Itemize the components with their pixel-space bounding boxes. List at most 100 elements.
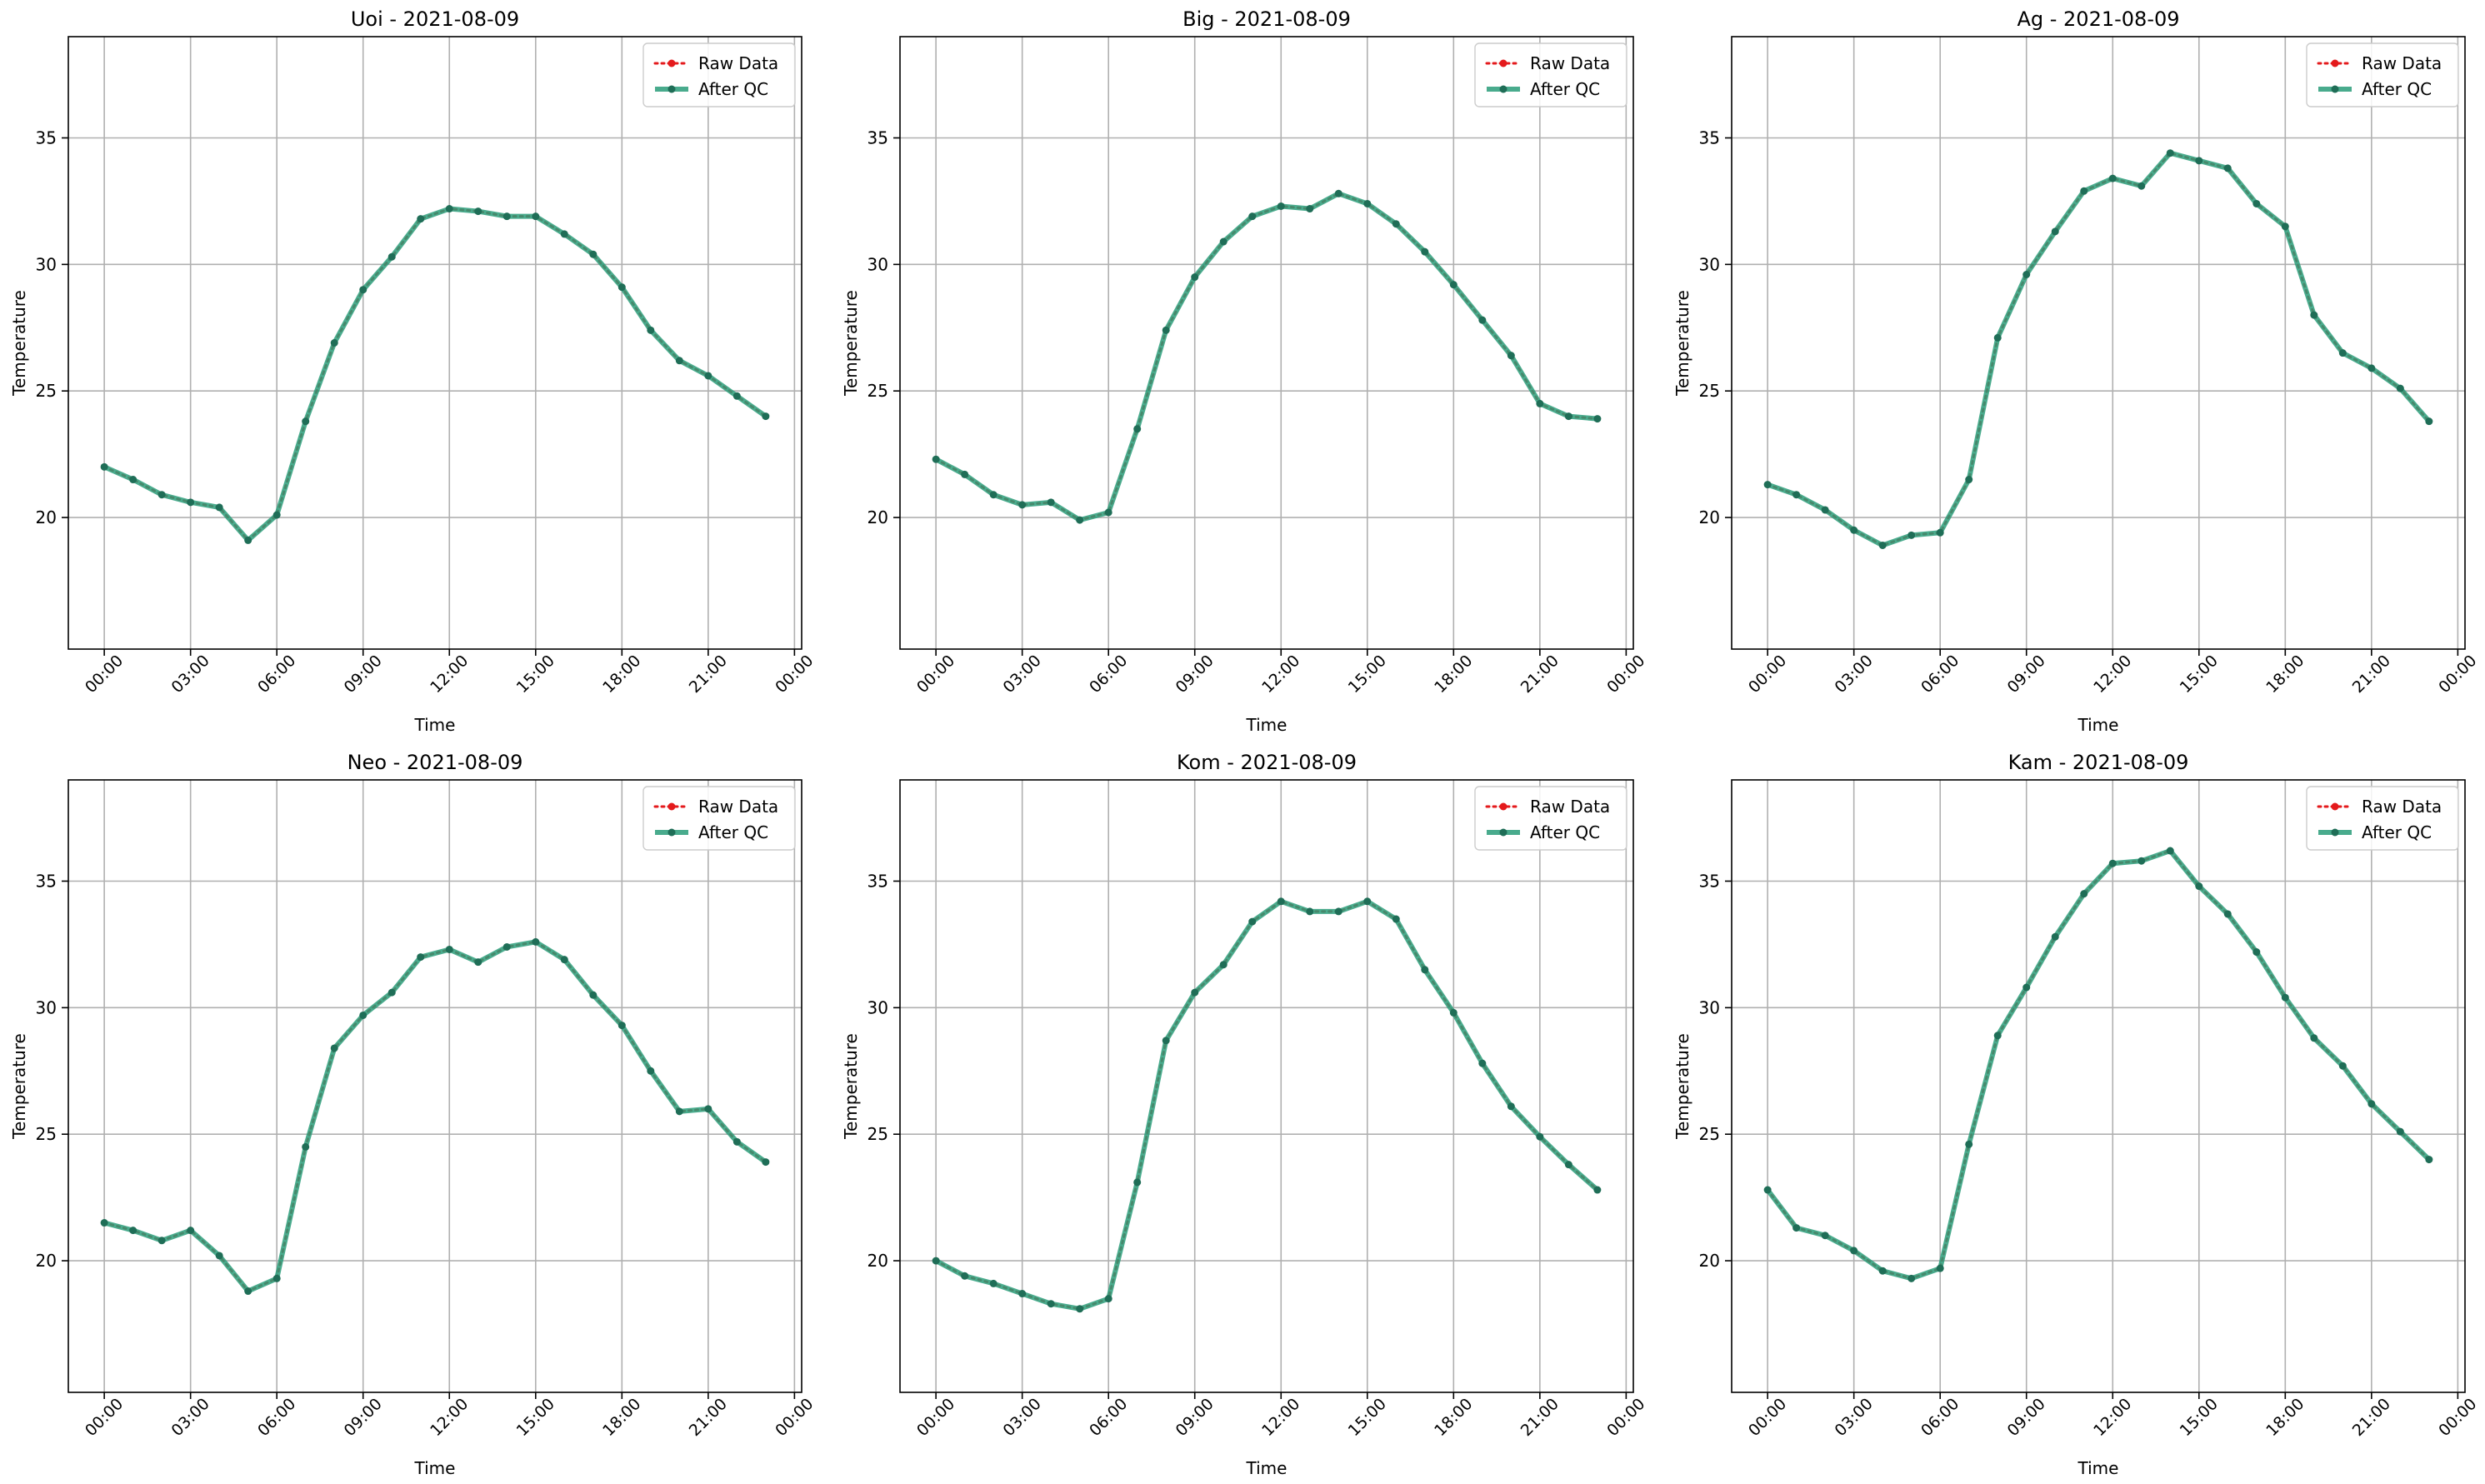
after-qc-point bbox=[100, 462, 108, 471]
after-qc-point bbox=[2338, 349, 2347, 357]
after-qc-point bbox=[961, 1272, 969, 1280]
after-qc-line bbox=[102, 206, 768, 543]
x-axis-label: Time bbox=[2078, 715, 2119, 735]
after-qc-point bbox=[1878, 1267, 1887, 1275]
chart-panel: 00:00 03:00 06:00 09:00 12:00 15:00 18:00 21:00… bbox=[9, 751, 818, 1478]
series-raw-data bbox=[932, 898, 1601, 1312]
after-qc-point bbox=[502, 942, 511, 951]
after-qc-point bbox=[1449, 1008, 1458, 1017]
after-qc-point bbox=[1047, 498, 1055, 507]
legend: Raw Data After QC bbox=[1474, 786, 1628, 851]
y-tick-label: 25 bbox=[1699, 1124, 1720, 1144]
after-qc-point bbox=[932, 455, 940, 463]
after-qc-point bbox=[2138, 857, 2146, 865]
y-tick-label: 35 bbox=[868, 871, 888, 891]
after-qc-point bbox=[618, 1022, 626, 1030]
after-qc-point bbox=[589, 991, 598, 999]
after-qc-point bbox=[1248, 917, 1257, 926]
after-qc-point bbox=[2368, 364, 2376, 372]
after-qc-point bbox=[1536, 399, 1544, 407]
x-tick-label: 06:00 bbox=[254, 1395, 299, 1440]
legend: Raw Data After QC bbox=[2306, 42, 2459, 107]
after-qc-point bbox=[618, 283, 626, 292]
legend-qc-label: After QC bbox=[698, 79, 768, 99]
x-tick-label: 09:00 bbox=[1172, 1395, 1218, 1440]
after-qc-point bbox=[244, 536, 252, 544]
after-qc-point bbox=[1593, 415, 1602, 423]
after-qc-point bbox=[1133, 1178, 1142, 1187]
x-axis-label: Time bbox=[2078, 1458, 2119, 1478]
after-qc-point bbox=[330, 339, 338, 347]
y-tick-label: 30 bbox=[36, 997, 57, 1017]
x-tick-label: 15:00 bbox=[2177, 1395, 2222, 1440]
after-qc-point bbox=[2281, 993, 2289, 1002]
after-qc-point bbox=[1908, 531, 1916, 539]
legend: Raw Data After QC bbox=[1474, 42, 1628, 107]
x-axis-label: Time bbox=[414, 1458, 456, 1478]
series-after-qc bbox=[1763, 847, 2433, 1282]
x-tick-label: 12:00 bbox=[427, 652, 472, 697]
legend-raw-marker bbox=[2331, 59, 2339, 67]
x-tick-label: 00:00 bbox=[1603, 1395, 1648, 1440]
after-qc-point bbox=[187, 1227, 195, 1235]
chart-title: Big - 2021-08-09 bbox=[1182, 7, 1351, 31]
after-qc-point bbox=[1593, 1186, 1602, 1194]
after-qc-point bbox=[1306, 907, 1314, 916]
after-qc-point bbox=[244, 1287, 252, 1296]
y-axis-label: Temperature bbox=[841, 1033, 861, 1140]
after-qc-point bbox=[272, 511, 281, 519]
after-qc-point bbox=[2396, 1127, 2404, 1136]
y-tick-label: 20 bbox=[868, 1251, 888, 1271]
after-qc-point bbox=[762, 412, 770, 421]
after-qc-point bbox=[388, 252, 396, 261]
after-qc-point bbox=[2166, 847, 2174, 855]
after-qc-point bbox=[1821, 1232, 1829, 1240]
after-qc-point bbox=[1507, 1102, 1515, 1111]
series-raw-data bbox=[1764, 150, 2432, 548]
after-qc-point bbox=[1363, 199, 1372, 207]
y-tick-label: 30 bbox=[868, 997, 888, 1017]
after-qc-point bbox=[647, 326, 655, 334]
after-qc-point bbox=[1018, 501, 1027, 509]
y-tick-label: 25 bbox=[1699, 381, 1720, 401]
after-qc-point bbox=[1306, 205, 1314, 213]
x-tick-label: 21:00 bbox=[2349, 652, 2394, 697]
legend-raw-marker bbox=[668, 59, 676, 67]
legend-qc-marker bbox=[1499, 85, 1508, 93]
legend-raw-marker bbox=[668, 802, 676, 811]
legend-qc-label: After QC bbox=[2362, 822, 2432, 842]
x-tick-label: 15:00 bbox=[2177, 652, 2222, 697]
after-qc-point bbox=[989, 1279, 998, 1287]
after-qc-point bbox=[1076, 1305, 1084, 1313]
x-tick-label: 03:00 bbox=[1832, 652, 1877, 697]
after-qc-point bbox=[1104, 1295, 1112, 1303]
chart-title: Kam - 2021-08-09 bbox=[2008, 751, 2189, 774]
x-tick-label: 03:00 bbox=[168, 1395, 213, 1440]
x-tick-label: 21:00 bbox=[686, 1395, 731, 1440]
x-tick-label: 00:00 bbox=[913, 1395, 958, 1440]
after-qc-point bbox=[2281, 222, 2289, 231]
x-tick-label: 12:00 bbox=[1258, 652, 1303, 697]
after-qc-point bbox=[732, 392, 741, 400]
x-tick-label: 03:00 bbox=[168, 652, 213, 697]
x-tick-label: 03:00 bbox=[1832, 1395, 1877, 1440]
series-after-qc bbox=[100, 205, 770, 544]
after-qc-point bbox=[704, 1105, 712, 1113]
series-after-qc bbox=[100, 937, 770, 1296]
chart-panel: 00:00 03:00 06:00 09:00 12:00 15:00 18:00 21:00… bbox=[1672, 7, 2481, 735]
x-tick-label: 00:00 bbox=[913, 652, 958, 697]
legend-qc-label: After QC bbox=[698, 822, 768, 842]
after-qc-point bbox=[158, 491, 166, 499]
after-qc-point bbox=[129, 1227, 138, 1235]
after-qc-point bbox=[1392, 915, 1400, 923]
x-tick-label: 06:00 bbox=[1918, 652, 1962, 697]
after-qc-point bbox=[2195, 157, 2203, 165]
after-qc-point bbox=[1277, 897, 1285, 906]
x-tick-label: 09:00 bbox=[341, 1395, 386, 1440]
after-qc-point bbox=[1536, 1132, 1544, 1141]
legend-raw-marker bbox=[1499, 59, 1508, 67]
x-tick-label: 09:00 bbox=[2004, 1395, 2049, 1440]
after-qc-point bbox=[2051, 227, 2059, 236]
x-tick-label: 09:00 bbox=[2004, 652, 2049, 697]
after-qc-point bbox=[187, 498, 195, 507]
